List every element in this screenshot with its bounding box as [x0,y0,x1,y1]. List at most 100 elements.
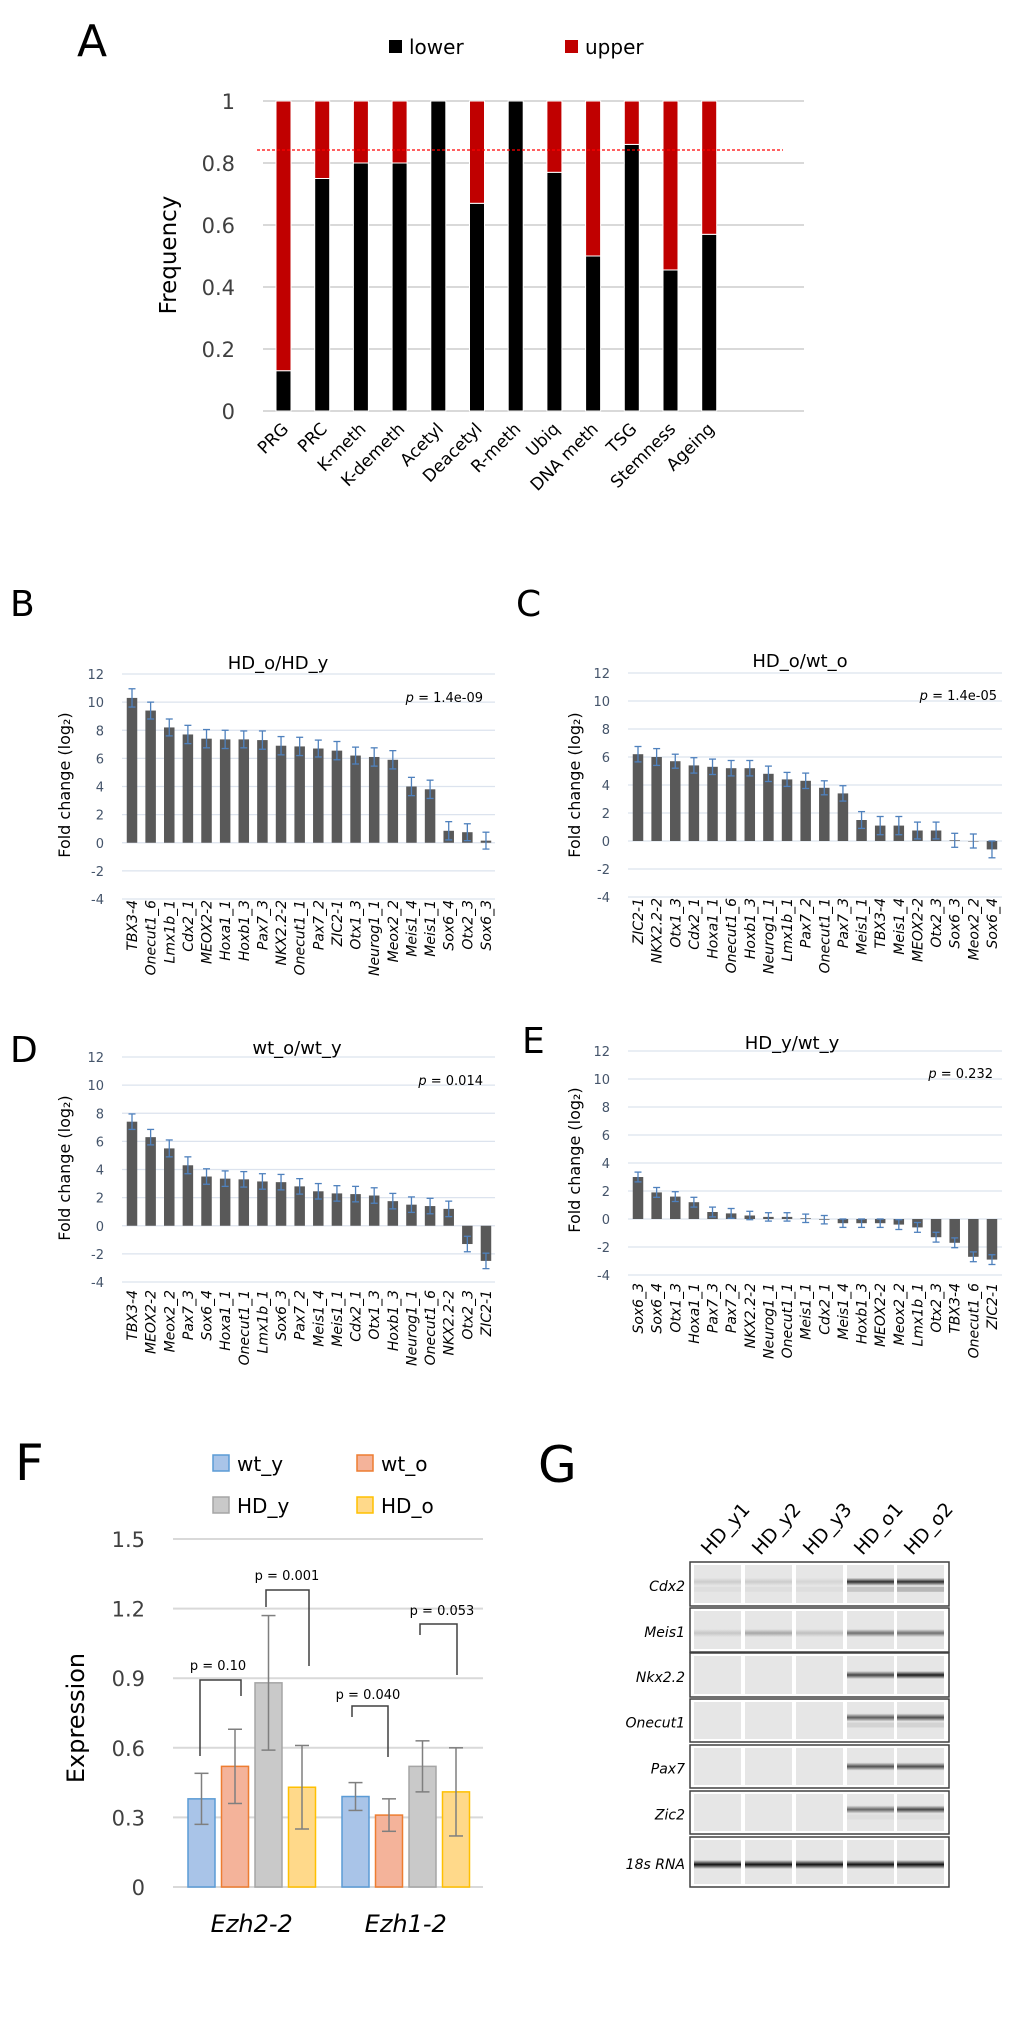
bar-meis1-4 [313,1191,324,1226]
x-tick-label-cdx2-1: Cdx2_1 [349,1290,365,1342]
bar-nkx2-2-2 [443,1208,454,1226]
x-tick-label-meox2-2: MEOX2-2 [200,900,216,964]
bar-lower-ageing [701,233,718,412]
legend-label-upper: upper [585,35,644,59]
x-tick-label-pax7-3: Pax7_3 [181,1290,197,1340]
x-tick-label-otx2-3: Otx2_3 [929,1283,945,1333]
lane-label-hd-y2: HD_y2 [748,1499,806,1560]
y-tick-label: 12 [87,668,104,683]
x-tick-label-sox6-4: Sox6_4 [985,898,1001,949]
y-tick-label: 4 [602,779,610,794]
band-18s-rna-hd-o2 [897,1860,944,1869]
y-tick-label: -4 [597,891,610,906]
bar-otx2-3 [462,1225,473,1245]
bar-lmx1b-1 [164,727,175,843]
legend-label-hd-y: HD_y [237,1494,289,1518]
bar-zic2-1 [632,754,644,841]
x-tick-label-meox2-2: Meox2_2 [966,898,982,960]
secondary-band-onecut1-hd-o1 [847,1722,894,1728]
p-value: = 1.4e-09 [414,691,483,706]
y-tick-label: 12 [593,667,610,682]
panel-letter-g: G [538,1436,577,1494]
bar-lmx1b-1 [781,779,793,841]
bar-tbx3-4 [949,1219,960,1243]
bar-zic2-1 [331,750,343,843]
gel-row-label-meis1: Meis1 [644,1625,685,1641]
x-tick-label-meis1-4: Meis1_4 [836,1283,852,1340]
x-tick-label-onecut1-1: Onecut1_1 [817,898,833,973]
bar-onecut1-1 [238,1179,250,1226]
band-meis1-hd-o1 [847,1629,894,1638]
y-tick-label: 6 [96,1135,104,1150]
y-tick-label: 4 [96,1164,104,1179]
legend-swatch-lower [389,40,402,53]
y-tick-label: 0.8 [202,152,235,176]
bar-wt-y-ezh1-2 [341,1795,370,1888]
chart-d-wt-o-wt-y: -4 -2 0 2 4 6 8 10 12 wt_o/wt_y Fold change (log₂)… [55,1038,495,1366]
band-nkx2-2-hd-o2 [897,1671,944,1679]
bar-pax7-2 [800,780,811,841]
secondary-band-onecut1-hd-o2 [897,1722,944,1728]
bar-upper-prc [314,100,331,179]
x-tick-label-meox2-2: MEOX2-2 [873,1283,889,1347]
bar-meis1-1 [331,1193,343,1226]
lane-2-nkx2-2 [745,1656,792,1694]
y-tick-label: -4 [597,1269,610,1284]
lane-1-zic2 [694,1794,741,1831]
legend-label-hd-o: HD_o [381,1494,434,1518]
panel-letter-d: D [10,1030,38,1071]
panel-letter-a: A [77,16,107,67]
bar-meox2-2 [201,738,212,843]
x-tick-label-hoxb1-3: Hoxb1_3 [237,900,253,961]
band-onecut1-hd-o2 [897,1713,944,1722]
y-tick-label: 6 [602,1129,610,1144]
x-tick-label-hoxb1-3: Hoxb1_3 [743,898,759,959]
bar-otx2-3 [930,1219,942,1238]
x-tick-label-pax7-2: Pax7_2 [311,900,327,950]
x-tick-label-zic2-1: ZIC2-1 [479,1290,495,1337]
y-tick-label: 10 [87,696,104,711]
bar-meox2-2 [164,1148,175,1226]
x-tick-label-tbx3-4: TBX3-4 [125,900,141,951]
p-value-annotation: p = 0.040 [336,1688,401,1703]
x-tick-label-pax7-2: Pax7_2 [293,1290,309,1340]
x-tick-label-lmx1b-1: Lmx1b_1 [162,900,178,963]
x-tick-label-meis1-4: Meis1_4 [404,900,420,957]
gel-row-label-18s-rna: 18s RNA [626,1857,685,1873]
bar-upper-k-meth [352,100,369,164]
x-tick-label-meox2-2: MEOX2-2 [910,898,926,962]
x-tick-label-meis1-1: Meis1_1 [423,900,439,957]
x-tick-label-otx1-3: Otx1_3 [668,1283,684,1333]
lane-label-hd-y3: HD_y3 [799,1499,857,1560]
panel-letter-f: F [15,1434,44,1492]
x-tick-label-sox6-3: Sox6_3 [948,898,964,949]
bar-lower-deacetyl [469,202,485,412]
secondary-band-cdx2-hd-o1 [847,1586,894,1592]
gel-row-label-nkx2-2: Nkx2.2 [636,1670,685,1686]
lane-2-zic2 [745,1794,792,1831]
x-tick-label-nkx2-2-2: NKX2.2-2 [743,1283,759,1349]
y-tick-label: 2 [602,807,610,822]
band-cdx2-hd-y2 [745,1577,792,1586]
x-tick-label-otx2-3: Otx2_3 [460,1290,476,1340]
x-tick-label-hoxa1-1: Hoxa1_1 [706,898,722,959]
x-tick-label-meis1-4: Meis1_4 [892,898,908,955]
band-cdx2-hd-o2 [897,1577,944,1586]
x-tick-label-sox6-4: Sox6_4 [200,1290,216,1341]
x-tick-label-prg: PRG [254,419,293,458]
y-tick-label: 12 [593,1045,610,1060]
x-tick-label-ezh1-2: Ezh1-2 [365,1910,447,1938]
lane-label-hd-o2: HD_o2 [900,1498,958,1559]
chart-b-hd-o-hd-y: -4 -2 0 2 4 6 8 10 12 HD_o/HD_y Fold change (log₂)… [55,653,495,976]
x-tick-label-nkx2-2-2: NKX2.2-2 [442,1290,458,1356]
y-tick-label: 0 [602,1213,610,1228]
y-tick-label: -2 [597,863,610,878]
x-tick-label-pax7-3: Pax7_3 [255,900,271,950]
p-value-annotation: p = 0.053 [410,1604,475,1619]
x-tick-label-sox6-3: Sox6_3 [631,1283,647,1334]
y-axis-title: Frequency [156,196,182,315]
lane-label-hd-y1: HD_y1 [697,1499,755,1560]
bar-lower-dna-meth [585,255,602,412]
y-tick-label: 0.6 [202,214,235,238]
y-tick-label: 8 [96,1107,104,1122]
